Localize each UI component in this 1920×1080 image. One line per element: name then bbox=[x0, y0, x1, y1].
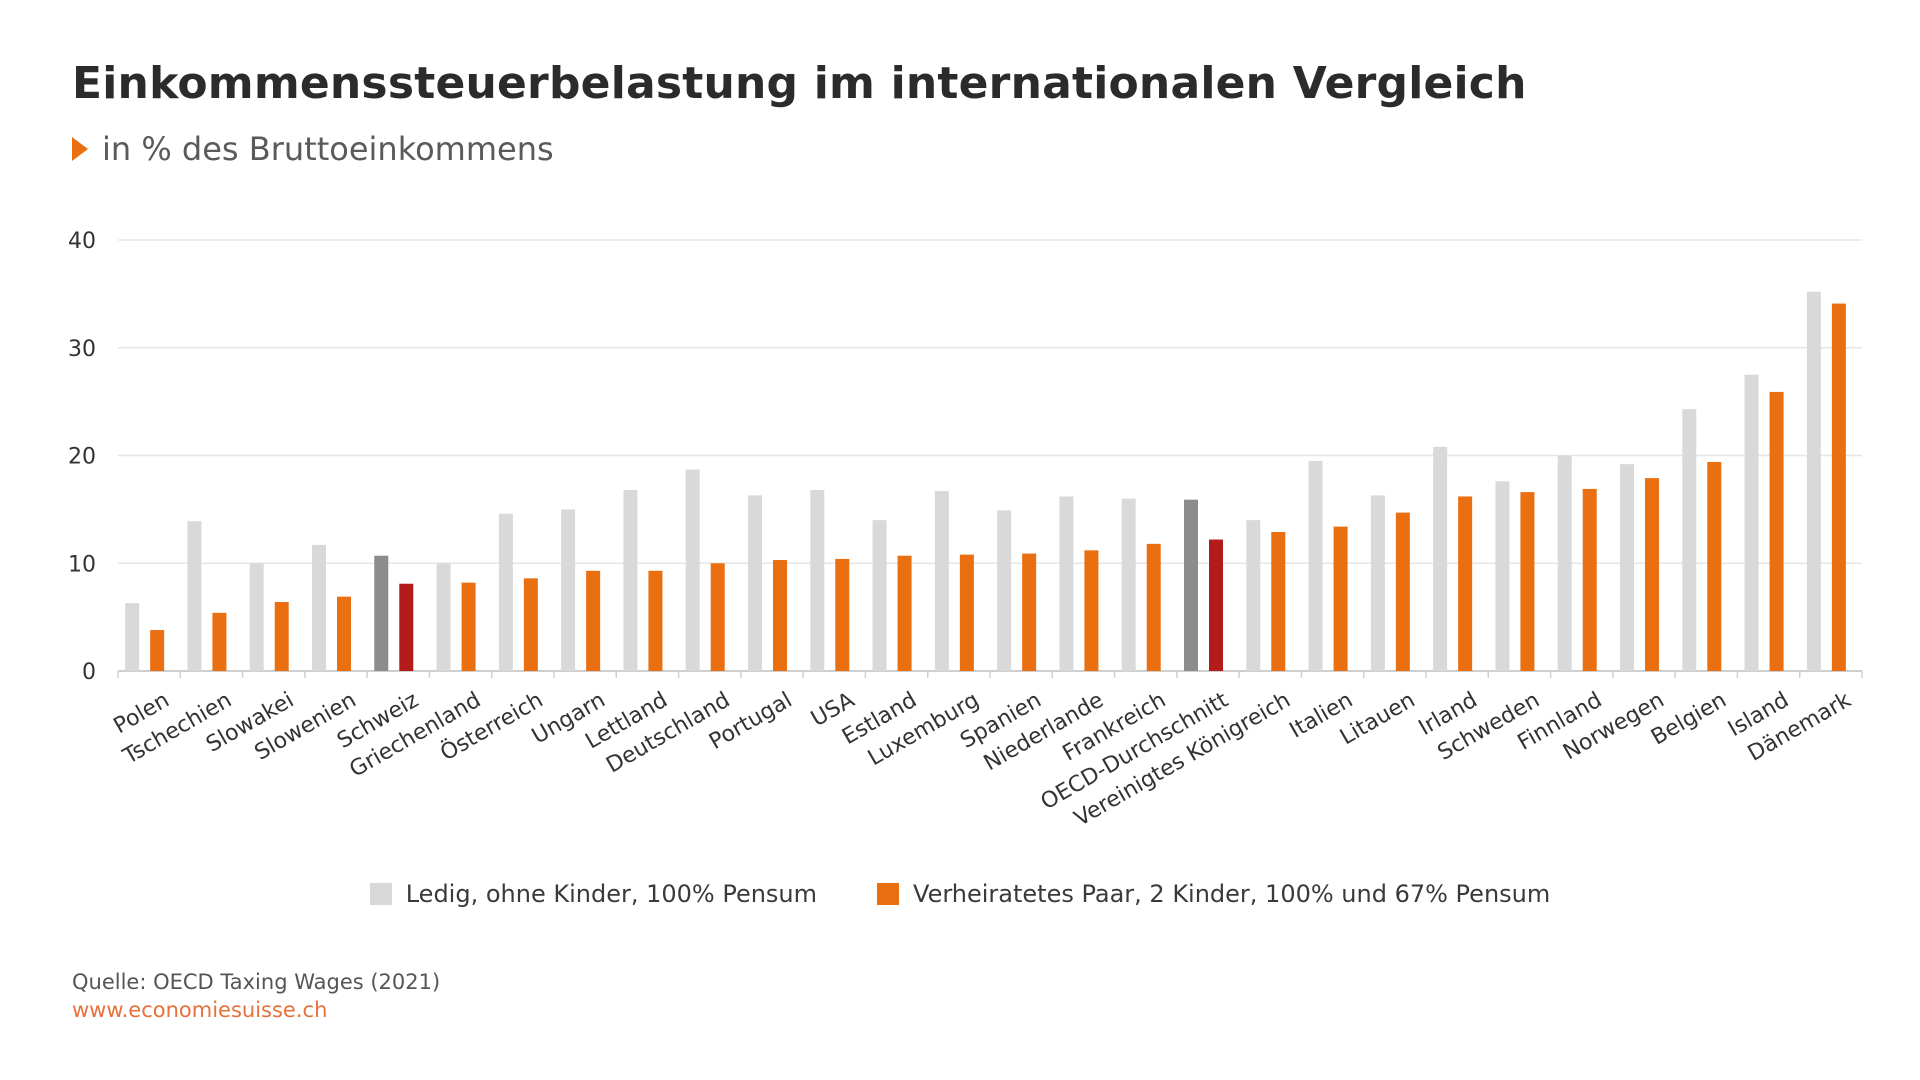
chart-title: Einkommenssteuerbelastung im internation… bbox=[72, 58, 1527, 109]
bar-single bbox=[1433, 446, 1448, 671]
legend-item-single: Ledig, ohne Kinder, 100% Pensum bbox=[369, 880, 818, 908]
y-tick-label: 0 bbox=[82, 660, 96, 685]
bar-single bbox=[1557, 455, 1572, 671]
bar-married bbox=[337, 596, 351, 671]
bar-married bbox=[959, 554, 974, 671]
bar-single bbox=[623, 489, 638, 671]
triangle-marker-icon bbox=[72, 137, 88, 161]
bar-single bbox=[810, 489, 825, 671]
bar-married bbox=[1022, 553, 1037, 671]
bar-married bbox=[586, 570, 601, 671]
bar-single bbox=[249, 563, 264, 671]
y-tick-label: 10 bbox=[68, 552, 96, 577]
legend-label-married: Verheiratetes Paar, 2 Kinder, 100% und 6… bbox=[913, 880, 1551, 908]
bar-single bbox=[1806, 291, 1821, 671]
bar-single bbox=[1495, 481, 1510, 671]
chart-subtitle-text: in % des Bruttoeinkommens bbox=[102, 130, 554, 168]
bar-married bbox=[897, 555, 912, 671]
bar-single bbox=[1682, 409, 1697, 671]
bar-chart: 010203040PolenTschechienSlowakeiSlowenie… bbox=[68, 229, 1863, 832]
bar-married bbox=[773, 560, 787, 671]
bar-single bbox=[374, 555, 389, 671]
bar-married bbox=[1333, 526, 1348, 671]
bar-single bbox=[187, 521, 202, 671]
bar-married bbox=[150, 630, 165, 671]
bar-single bbox=[748, 495, 762, 671]
y-tick-label: 30 bbox=[68, 337, 96, 362]
bar-married bbox=[1084, 550, 1099, 671]
bar-married bbox=[1645, 478, 1659, 671]
bar-married bbox=[1769, 391, 1784, 671]
bar-single bbox=[436, 563, 451, 671]
bar-single bbox=[1121, 498, 1136, 671]
bar-single bbox=[1370, 495, 1385, 671]
bar-single bbox=[312, 544, 326, 671]
bar-single bbox=[125, 603, 140, 671]
bar-single bbox=[1184, 499, 1198, 671]
bar-single bbox=[1059, 496, 1074, 671]
bar-married bbox=[1458, 496, 1473, 671]
bar-married bbox=[523, 578, 538, 671]
bar-single bbox=[997, 510, 1012, 671]
legend-swatch-single bbox=[369, 883, 392, 905]
bar-single bbox=[1308, 460, 1323, 671]
bar-married bbox=[1146, 543, 1161, 671]
bar-married bbox=[1209, 539, 1223, 671]
bar-married bbox=[212, 612, 227, 671]
legend-label-single: Ledig, ohne Kinder, 100% Pensum bbox=[405, 880, 818, 908]
bar-married bbox=[1271, 532, 1286, 671]
bar-married bbox=[461, 582, 476, 671]
y-tick-label: 40 bbox=[68, 229, 96, 254]
chart-legend: Ledig, ohne Kinder, 100% Pensum Verheira… bbox=[0, 880, 1920, 908]
bar-single bbox=[1744, 374, 1759, 671]
bar-married bbox=[1831, 303, 1846, 671]
bar-married bbox=[1395, 512, 1410, 671]
bar-single bbox=[1246, 520, 1261, 671]
bar-married bbox=[1582, 488, 1597, 671]
y-tick-label: 20 bbox=[68, 445, 96, 470]
bar-married bbox=[1707, 461, 1722, 671]
bar-single bbox=[498, 513, 513, 671]
bar-married bbox=[835, 558, 850, 671]
bar-single bbox=[934, 491, 949, 671]
bar-single bbox=[1620, 464, 1634, 671]
chart-subtitle: in % des Bruttoeinkommens bbox=[72, 130, 554, 168]
bar-single bbox=[561, 509, 576, 671]
source-url[interactable]: www.economiesuisse.ch bbox=[72, 998, 328, 1022]
bar-single bbox=[685, 469, 700, 671]
bar-married bbox=[1520, 492, 1535, 671]
source-note: Quelle: OECD Taxing Wages (2021) bbox=[72, 970, 441, 994]
bar-married bbox=[399, 583, 414, 671]
bar-married bbox=[274, 602, 289, 671]
bar-single bbox=[872, 520, 887, 671]
legend-swatch-married bbox=[877, 883, 900, 905]
legend-item-married: Verheiratetes Paar, 2 Kinder, 100% und 6… bbox=[877, 880, 1550, 908]
bar-married bbox=[710, 563, 725, 671]
bar-married bbox=[648, 570, 663, 671]
